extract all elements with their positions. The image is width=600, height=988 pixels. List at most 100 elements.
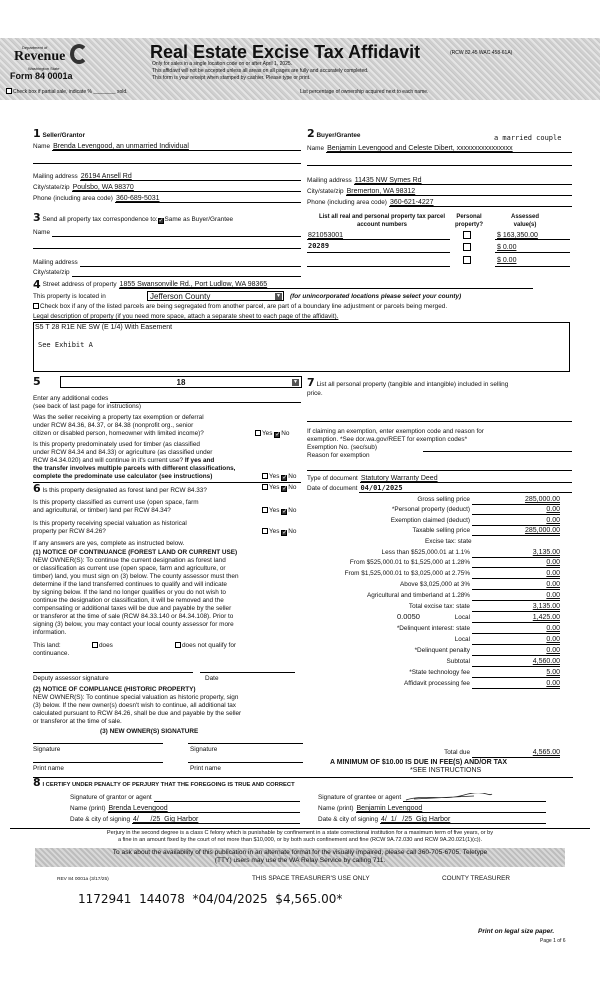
yes-checkbox[interactable] (262, 528, 268, 534)
seller-city-field[interactable]: City/state/zip Poulsbo, WA 98370 (33, 183, 301, 192)
assessed-value[interactable]: $ 0.00 (497, 257, 517, 264)
seller-phone[interactable]: 360-689-5031 (114, 194, 301, 203)
additional-codes-field[interactable]: Enter any additional codes (33, 394, 301, 403)
county-select[interactable]: Jefferson County ▼ (147, 291, 284, 301)
yes-label: Yes (269, 507, 280, 514)
fee-row-total: Total due 4,565.00 (444, 749, 560, 758)
yes-checkbox[interactable] (262, 507, 268, 513)
grantee-signature[interactable] (403, 793, 546, 802)
parcel-number[interactable]: 20289 (308, 242, 330, 250)
grantee-date[interactable]: 4/ 1/ /25 Gig Harbor (380, 815, 546, 824)
corr-mail[interactable] (79, 258, 301, 267)
grantor-name-field[interactable]: Name (print) Brenda Levengood (70, 804, 300, 813)
corr-name[interactable] (52, 228, 301, 237)
print-name-line[interactable] (188, 762, 303, 763)
signature-line[interactable] (188, 743, 303, 744)
buyer-mail-field[interactable]: Mailing address 11435 NW Symes Rd (307, 176, 572, 185)
divider (33, 777, 573, 778)
grantor-signature[interactable] (153, 793, 300, 802)
corr-name-field[interactable]: Name (33, 228, 301, 237)
property-address-field[interactable]: 4 Street address of property 1855 Swansonv… (33, 279, 533, 290)
personal-property-checkbox[interactable] (463, 256, 471, 264)
buyer-mail[interactable]: 11435 NW Symes Rd (353, 176, 572, 185)
seller-phone-field[interactable]: Phone (including area code) 360-689-5031 (33, 194, 301, 203)
personal-property-line[interactable] (307, 421, 572, 422)
no-checkbox[interactable]: ✓ (281, 530, 288, 536)
buyer-name-field[interactable]: Name Benjamin Levengood and Celeste Diber… (307, 144, 572, 153)
buyer-city[interactable]: Bremerton, WA 98312 (345, 187, 572, 196)
does-checkbox[interactable] (92, 642, 98, 648)
corr-city[interactable] (71, 268, 301, 277)
buyer-name-line-2[interactable] (307, 165, 572, 166)
partial-sale-checkbox[interactable] (6, 88, 12, 94)
assessed-value[interactable]: $ 0.00 (497, 244, 517, 251)
buyer-city-field[interactable]: City/state/zip Bremerton, WA 98312 (307, 187, 572, 196)
assessed-value[interactable]: $ 163,350.00 (497, 232, 538, 239)
label: Name (print) (70, 805, 106, 812)
same-as-buyer-checkbox[interactable]: ✓ (157, 218, 164, 224)
doc-type-field[interactable]: Type of document Statutory Warranty Deed (307, 474, 572, 483)
grantee-date-field[interactable]: Date & city of signing 4/ 1/ /25 Gig Harb… (318, 815, 546, 824)
corr-mail-field[interactable]: Mailing address (33, 258, 301, 267)
form-title: Real Estate Excise Tax Affidavit (150, 42, 421, 62)
parcel-number[interactable]: 821053001 (308, 232, 344, 239)
fee-row: Affidavit processing fee 0.00 (404, 680, 560, 689)
rcw-reference: (RCW 82.45 WAC 458-61A) (450, 50, 513, 56)
grantee-signature-field[interactable]: Signature of grantee or agent (318, 793, 546, 802)
segregate-checkbox[interactable] (33, 303, 39, 309)
dropdown-arrow-icon[interactable]: ▼ (292, 379, 299, 386)
yes-checkbox[interactable] (262, 473, 268, 479)
personal-property-checkbox[interactable] (463, 243, 471, 251)
reason-input[interactable] (307, 470, 572, 471)
buyer-phone-field[interactable]: Phone (including area code) 360-621-4227 (307, 198, 572, 207)
doc-date-field[interactable]: Date of document 04/01/2025 (307, 484, 572, 493)
signature-line[interactable] (33, 743, 163, 744)
no-checkbox[interactable]: ✓ (281, 486, 288, 492)
county-value: Jefferson County (150, 292, 211, 301)
legal-description-box[interactable]: S5 T 28 R1E NE SW (E 1/4) With Easement … (33, 322, 570, 372)
buyer-name[interactable]: Benjamin Levengood and Celeste Dibert, x… (326, 144, 572, 153)
yes-label: Yes (269, 528, 280, 535)
yes-checkbox[interactable] (255, 430, 261, 436)
no-label: No (281, 430, 290, 437)
doc-date[interactable]: 04/01/2025 (359, 484, 572, 493)
additional-codes[interactable] (110, 394, 301, 403)
grantor-signature-field[interactable]: Signature of grantor or agent (70, 793, 300, 802)
personal-property-checkbox[interactable] (463, 231, 471, 239)
same-as-buyer-label: Same as Buyer/Grantee (164, 216, 234, 223)
corr-name-line-2[interactable] (33, 248, 301, 249)
seller-name-field[interactable]: Name Brenda Levengood, an unmarried Indiv… (33, 142, 301, 151)
dropdown-arrow-icon[interactable]: ▼ (275, 293, 282, 300)
no-checkbox[interactable]: ✓ (274, 432, 281, 438)
seller-city[interactable]: Poulsbo, WA 98370 (71, 183, 301, 192)
treasurer-only-label: THIS SPACE TREASURER'S USE ONLY (252, 875, 370, 882)
property-address[interactable]: 1855 Swansonville Rd., Port Ludlow, WA 9… (118, 280, 533, 289)
no-label: No (288, 484, 297, 491)
deputy-signature-line[interactable] (33, 672, 193, 673)
seller-name[interactable]: Brenda Levengood, an unmarried Individua… (52, 142, 301, 151)
grantor-date[interactable]: 4/ /25 Gig Harbor (132, 815, 300, 824)
yes-checkbox[interactable] (262, 484, 268, 490)
no-checkbox[interactable]: ✓ (281, 475, 288, 481)
location-code-select[interactable]: 18 ▼ (60, 376, 302, 388)
parcel-col-header: List all real and personal property tax … (318, 214, 446, 228)
corr-city-field[interactable]: City/state/zip (33, 268, 301, 277)
seller-mail[interactable]: 26194 Ansell Rd (79, 172, 301, 181)
grantor-date-field[interactable]: Date & city of signing 4/ /25 Gig Harbor (70, 815, 300, 824)
q-text: citizen or disabled person, homeowner wi… (33, 430, 204, 437)
buyer-phone[interactable]: 360-621-4227 (388, 198, 572, 207)
grantor-name[interactable]: Brenda Levengood (107, 804, 300, 813)
fee-row: *State technology fee 5.00 (409, 669, 560, 678)
deputy-date-line[interactable] (200, 672, 295, 673)
seller-mail-field[interactable]: Mailing address 26194 Ansell Rd (33, 172, 301, 181)
seller-name-line-2[interactable] (33, 163, 301, 164)
exemption-no-input[interactable] (423, 451, 572, 452)
grantee-name-field[interactable]: Name (print) Benjamin Levengood (318, 804, 546, 813)
print-name-line[interactable] (33, 762, 163, 763)
no-checkbox[interactable]: ✓ (281, 509, 288, 515)
does-not-checkbox[interactable] (175, 642, 181, 648)
doc-type[interactable]: Statutory Warranty Deed (359, 474, 572, 483)
continuance-label: continuance. (33, 650, 70, 657)
grantee-name[interactable]: Benjamin Levengood (355, 804, 546, 813)
label: Enter any additional codes (33, 395, 109, 402)
